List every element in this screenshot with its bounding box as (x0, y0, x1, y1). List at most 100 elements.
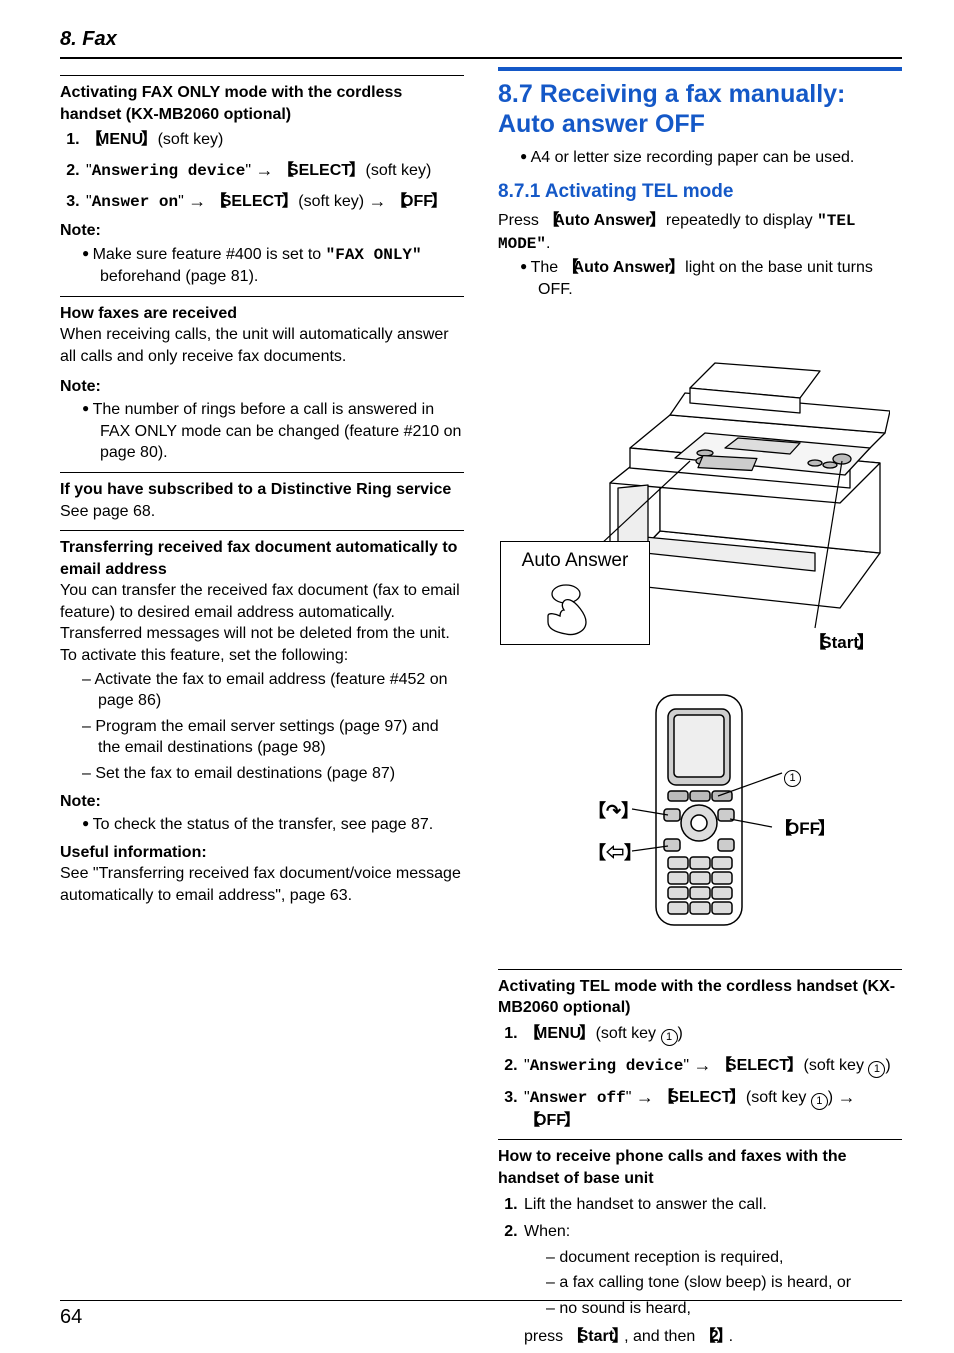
list-item: A4 or letter size recording paper can be… (520, 147, 902, 169)
paragraph: You can transfer the received fax docume… (60, 580, 464, 645)
section-title: 8.7 Receiving a fax manually: Auto answe… (498, 79, 902, 139)
text: ) (828, 1089, 838, 1106)
display-text: Answer on (92, 193, 178, 211)
step-item: MENU (soft key 1) (522, 1023, 902, 1046)
auto-answer-callout: Auto Answer (500, 541, 650, 645)
page: 8. Fax Activating FAX ONLY mode with the… (0, 0, 954, 1349)
paragraph: To activate this feature, set the follow… (60, 645, 464, 667)
text: ) (678, 1025, 683, 1042)
dash-list: document reception is required, a fax ca… (524, 1247, 902, 1320)
speaker-key-label: 【⇦】 (588, 841, 642, 865)
text: beforehand (page 81). (100, 268, 258, 285)
step-item: "Answering device" → SELECT (soft key) (84, 157, 464, 183)
step-item: When: document reception is required, a … (522, 1221, 902, 1347)
text: , and then (624, 1328, 700, 1345)
note-label: Note: (60, 791, 464, 813)
left-column: Activating FAX ONLY mode with the cordle… (60, 67, 464, 1353)
list-item: Activate the fax to email address (featu… (82, 669, 464, 712)
text: (soft key) (361, 162, 431, 179)
list-item: To check the status of the transfer, see… (82, 814, 464, 836)
list-item: no sound is heard, (546, 1298, 902, 1320)
arrow-icon: → (838, 1087, 856, 1107)
list-item: Set the fax to email destinations (page … (82, 763, 464, 785)
text: When: (524, 1223, 570, 1240)
step-list: MENU (soft key) "Answering device" → SEL… (60, 129, 464, 214)
rule (60, 472, 464, 473)
off-key-label: OFF (775, 818, 831, 841)
key-label: OFF (391, 193, 443, 210)
bullet-list: A4 or letter size recording paper can be… (498, 147, 902, 169)
note-label: Note: (60, 220, 464, 242)
paragraph: press Start, and then 2. (524, 1326, 902, 1348)
list-item: Program the email server settings (page … (82, 716, 464, 759)
step-item: "Answer on" → SELECT (soft key) → OFF (84, 188, 464, 214)
section-heading: Activating TEL mode with the cordless ha… (498, 976, 902, 1019)
bullet-list: To check the status of the transfer, see… (60, 814, 464, 836)
page-header: 8. Fax (60, 28, 902, 59)
printer-illustration: Auto Answer Start (500, 333, 900, 673)
text: ) (885, 1057, 890, 1074)
text: " (245, 162, 255, 179)
display-text: Answer off (530, 1089, 626, 1107)
list-item: The Auto Answer light on the base unit t… (520, 257, 902, 300)
section-heading: Useful information: (60, 842, 464, 864)
talk-key-label: 【↷】 (588, 799, 639, 823)
key-label: SELECT (278, 162, 361, 179)
display-text: Answering device (530, 1057, 684, 1075)
circled-1-icon: 1 (811, 1093, 828, 1110)
footer-rule (60, 1300, 902, 1301)
text: The (531, 259, 563, 276)
arrow-icon: → (636, 1087, 654, 1107)
list-item: The number of rings before a call is ans… (82, 399, 464, 464)
key-label: OFF (524, 1112, 576, 1129)
rule (60, 296, 464, 297)
text: Make sure feature #400 is set to (93, 246, 326, 263)
key-label: SELECT (658, 1089, 741, 1106)
key-label: 2 (700, 1328, 729, 1345)
text: . (729, 1328, 733, 1345)
key-label: Auto Answer (563, 259, 681, 276)
step-item: "Answering device" → SELECT (soft key 1) (522, 1052, 902, 1078)
arrow-icon: → (188, 191, 206, 211)
two-column-layout: Activating FAX ONLY mode with the cordle… (60, 67, 902, 1353)
display-text: "FAX ONLY" (326, 246, 422, 264)
note-label: Note: (60, 376, 464, 398)
paragraph: See "Transferring received fax document/… (60, 863, 464, 906)
rule (498, 969, 902, 970)
text: " (178, 193, 188, 210)
step-item: Lift the handset to answer the call. (522, 1194, 902, 1216)
display-text: Answering device (92, 162, 246, 180)
page-number: 64 (60, 1306, 82, 1329)
text: (soft key (591, 1025, 660, 1042)
text: Press (498, 212, 543, 229)
step-item: MENU (soft key) (84, 129, 464, 151)
text: (soft key (741, 1089, 810, 1106)
paragraph: Press Auto Answer repeatedly to display … (498, 210, 902, 255)
dash-list: Activate the fax to email address (featu… (60, 669, 464, 785)
blue-rule (498, 67, 902, 71)
key-label: SELECT (716, 1057, 799, 1074)
arrow-icon: → (369, 191, 387, 211)
start-callout: Start (809, 632, 870, 655)
section-heading: How to receive phone calls and faxes wit… (498, 1146, 902, 1189)
softkey1-callout: 1 (784, 764, 801, 787)
step-list: MENU (soft key 1) "Answering device" → S… (498, 1023, 902, 1132)
circled-1-icon: 1 (661, 1029, 678, 1046)
key-label: Auto Answer (543, 212, 661, 229)
list-item: Make sure feature #400 is set to "FAX ON… (82, 244, 464, 288)
right-column: 8.7 Receiving a fax manually: Auto answe… (498, 67, 902, 1353)
step-item: "Answer off" → SELECT (soft key 1) → OFF (522, 1084, 902, 1132)
step-list: Lift the handset to answer the call. Whe… (498, 1194, 902, 1348)
paragraph: When receiving calls, the unit will auto… (60, 324, 464, 367)
text: (soft key (799, 1057, 868, 1074)
key-label: MENU (86, 131, 153, 148)
key-label: Start (568, 1328, 624, 1345)
paragraph: See page 68. (60, 501, 464, 523)
section-heading: Transferring received fax document autom… (60, 537, 464, 580)
key-label: OFF (775, 819, 831, 838)
circled-1-icon: 1 (784, 770, 801, 787)
section-heading: How faxes are received (60, 303, 464, 325)
text: (soft key) (153, 131, 223, 148)
text: . (546, 235, 550, 252)
handset-illustration: 【↷】 【⇦】 OFF 1 (520, 691, 880, 951)
